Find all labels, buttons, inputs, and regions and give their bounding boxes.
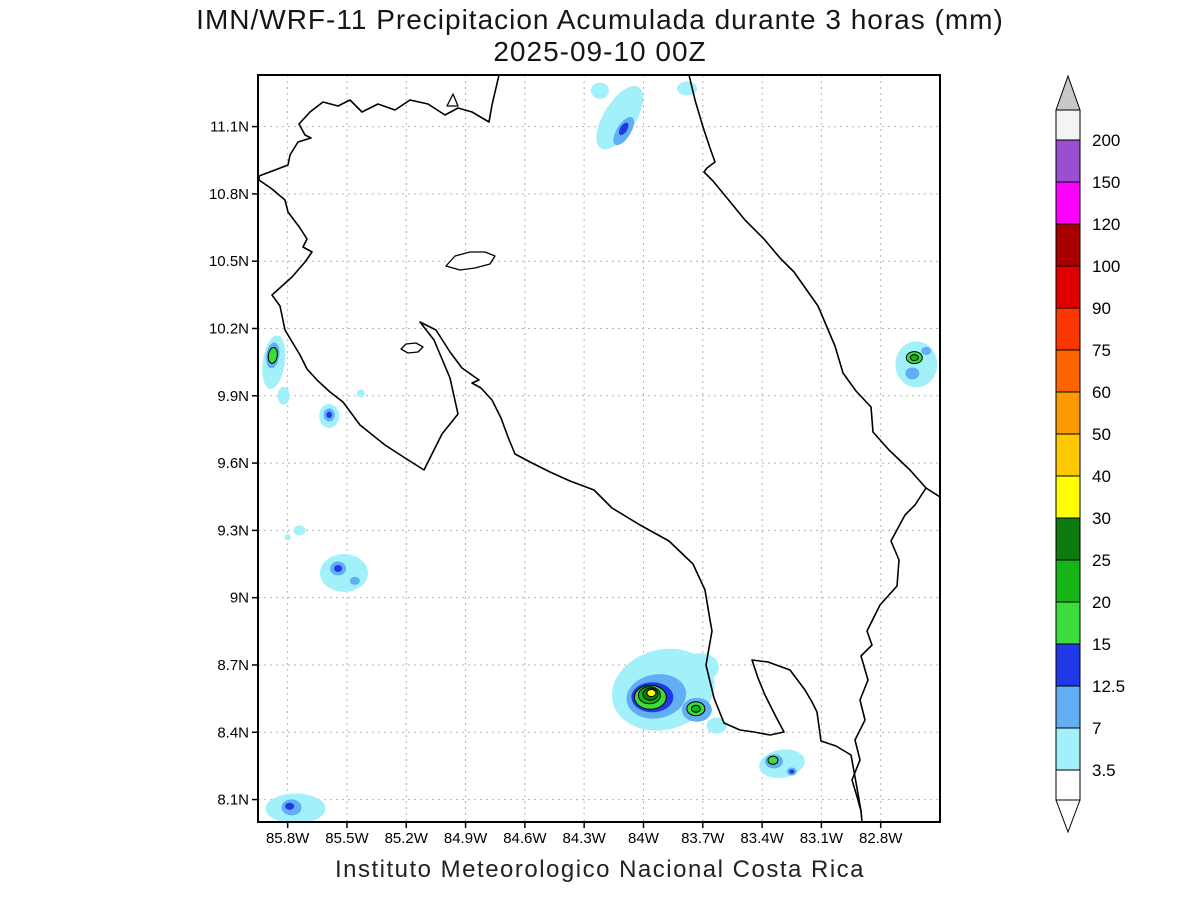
colorbar-label-100: 100 (1092, 257, 1120, 276)
y-tick-label: 11.1N (210, 119, 249, 136)
colorbar-segment-3.5 (1055, 727, 1081, 771)
x-tick-label: 84.6W (503, 830, 547, 847)
colorbar-label-3.5: 3.5 (1092, 761, 1116, 780)
precip-cell-15mm (267, 346, 278, 364)
x-tick-label: 85.5W (325, 830, 369, 847)
y-tick-label: 8.4N (217, 724, 249, 741)
y-tick-label: 9.9N (217, 388, 249, 405)
colorbar-label-20: 20 (1092, 593, 1111, 612)
x-tick-label: 84.9W (444, 830, 488, 847)
colorbar-under-segment (1055, 769, 1081, 801)
colorbar-segment-25 (1055, 517, 1081, 561)
precip-cell-3.5mm (356, 389, 365, 398)
colorbar-label-150: 150 (1092, 173, 1120, 192)
colorbar-label-90: 90 (1092, 299, 1111, 318)
island-chira (400, 342, 424, 354)
colorbar-over-arrow-icon (1055, 74, 1081, 111)
colorbar-under-arrow-icon (1055, 799, 1081, 834)
colorbar-segment-120 (1055, 181, 1081, 225)
axis-ticks (252, 125, 882, 828)
colorbar-label-25: 25 (1092, 551, 1111, 570)
map-canvas: 85.8W 85.5W 85.2W 84.9W 84.6W 84.3W 84W 83.7W 83… (209, 74, 941, 847)
y-tick-label: 9.6N (217, 455, 249, 472)
y-tick-label: 9N (230, 590, 249, 607)
coastline-pacific (258, 75, 863, 822)
precip-cell-3.5mm (706, 717, 727, 734)
coastline-layer (258, 75, 940, 822)
x-axis-labels: 85.8W 85.5W 85.2W 84.9W 84.6W 84.3W 84W 83.7W 83… (266, 830, 903, 847)
precip-cell-7mm (349, 576, 360, 585)
colorbar: 3.5 7 12.5 15 20 25 30 40 50 60 75 90 100 120 150 200 (1055, 74, 1125, 834)
x-tick-label: 84.3W (562, 830, 606, 847)
colorbar-segment-15 (1055, 601, 1081, 645)
footer-caption: Instituto Meteorologico Nacional Costa R… (334, 856, 866, 883)
colorbar-label-12.5: 12.5 (1092, 677, 1125, 696)
colorbar-label-40: 40 (1092, 467, 1111, 486)
precip-cell-30mm (646, 689, 657, 698)
colorbar-segment-12.5 (1055, 643, 1081, 687)
x-tick-label: 84W (628, 830, 660, 847)
y-tick-label: 9.3N (217, 522, 249, 539)
precip-cell-20mm (690, 704, 701, 713)
y-axis-labels: 11.1N 10.8N 10.5N 10.2N 9.9N 9.6N 9.3N 9N 8.7N 8.… (209, 119, 249, 809)
precip-cell-20mm (909, 354, 919, 362)
x-tick-label: 82.8W (859, 830, 903, 847)
colorbar-segment-40 (1055, 433, 1081, 477)
precip-cell-7mm (921, 346, 932, 355)
precip-cell-12.5mm (618, 122, 629, 136)
x-tick-label: 83.7W (681, 830, 725, 847)
colorbar-over-segment (1055, 109, 1081, 141)
figure-valid-time: 2025-09-10 00Z (493, 36, 707, 67)
precip-cell-12.5mm (789, 769, 795, 774)
precip-cell-15mm (767, 755, 779, 765)
colorbar-label-7: 7 (1092, 719, 1101, 738)
precip-cell-12.5mm (334, 565, 343, 573)
precip-cell-3.5mm (293, 525, 306, 536)
colorbar-segment-60 (1055, 349, 1081, 393)
colorbar-label-75: 75 (1092, 341, 1111, 360)
colorbar-segment-20 (1055, 559, 1081, 603)
y-tick-label: 8.7N (217, 657, 249, 674)
colorbar-label-60: 60 (1092, 383, 1111, 402)
lake-arenal (445, 251, 496, 271)
x-tick-label: 85.8W (266, 830, 310, 847)
y-tick-label: 8.1N (217, 792, 249, 809)
colorbar-label-30: 30 (1092, 509, 1111, 528)
colorbar-segment-100 (1055, 223, 1081, 267)
y-tick-label: 10.8N (209, 186, 249, 203)
figure-title: IMN/WRF-11 Precipitacion Acumulada duran… (196, 4, 1004, 35)
precip-cell-12.5mm (285, 802, 295, 810)
precipitation-shading (262, 81, 938, 822)
colorbar-label-15: 15 (1092, 635, 1111, 654)
colorbar-segment-50 (1055, 391, 1081, 435)
colorbar-label-200: 200 (1092, 131, 1120, 150)
colorbar-segment-90 (1055, 265, 1081, 309)
precip-cell-3.5mm (682, 653, 719, 682)
y-tick-label: 10.5N (209, 253, 249, 270)
precip-cell-3.5mm (590, 82, 609, 99)
island-lake-nicaragua (446, 93, 459, 107)
colorbar-segment-150 (1055, 139, 1081, 183)
precip-cell-3.5mm (895, 341, 938, 388)
coastline-caribbean (688, 75, 940, 498)
map-frame (257, 74, 941, 823)
precip-cell-12.5mm (326, 411, 332, 419)
colorbar-segment-30 (1055, 475, 1081, 519)
x-tick-label: 83.4W (740, 830, 784, 847)
x-tick-label: 83.1W (800, 830, 844, 847)
precip-cell-3.5mm (277, 386, 290, 405)
gridlines (258, 75, 940, 822)
border-panama (851, 487, 927, 812)
precip-cell-7mm (905, 367, 920, 380)
precip-cell-3.5mm (596, 85, 644, 150)
colorbar-label-120: 120 (1092, 215, 1120, 234)
colorbar-segment-7 (1055, 685, 1081, 729)
precip-cell-3.5mm (284, 534, 291, 541)
colorbar-segment-75 (1055, 307, 1081, 351)
x-tick-label: 85.2W (385, 830, 429, 847)
y-tick-label: 10.2N (209, 320, 249, 337)
colorbar-label-50: 50 (1092, 425, 1111, 444)
